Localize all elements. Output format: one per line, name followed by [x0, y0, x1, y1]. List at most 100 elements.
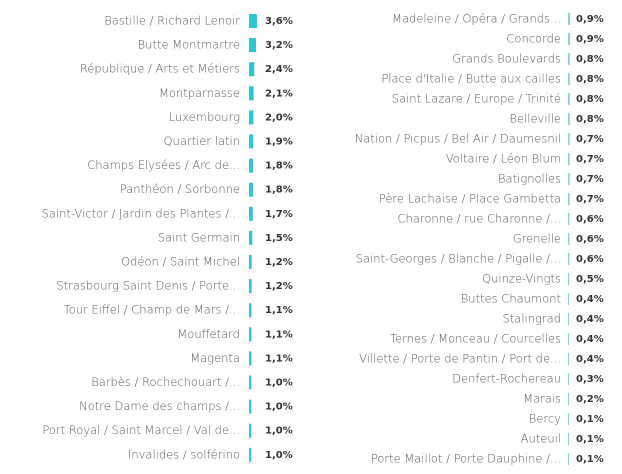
- category-label: Bastille / Richard Lenoir: [104, 14, 240, 28]
- bar: [249, 327, 252, 342]
- category-label: Mouffetard: [177, 327, 240, 341]
- value-label: 1,7%: [265, 209, 293, 220]
- value-label: 1,5%: [265, 233, 293, 244]
- bar: [249, 423, 252, 438]
- bar: [249, 110, 254, 125]
- value-label: 0,4%: [576, 334, 604, 345]
- value-label: 0,2%: [576, 394, 604, 405]
- category-label: Stalingrad: [502, 312, 561, 326]
- category-label: Montparnasse: [159, 86, 240, 100]
- value-label: 3,6%: [265, 16, 293, 27]
- bar: [568, 113, 570, 125]
- value-label: 0,1%: [576, 434, 604, 445]
- bar: [568, 73, 570, 85]
- category-label: Port Royal / Saint Marcel / Val de...: [42, 423, 240, 437]
- value-label: 0,8%: [576, 114, 604, 125]
- value-label: 0,5%: [576, 274, 604, 285]
- value-label: 2,0%: [265, 112, 293, 123]
- bar: [249, 375, 252, 390]
- bar: [568, 333, 569, 345]
- value-label: 0,6%: [576, 254, 604, 265]
- value-label: 0,8%: [576, 54, 604, 65]
- value-label: 0,8%: [576, 74, 604, 85]
- bar: [568, 153, 570, 165]
- category-label: Grands Boulevards: [452, 52, 561, 66]
- value-label: 0,7%: [576, 174, 604, 185]
- category-label: Champs Elysées / Arc de...: [87, 158, 240, 172]
- category-label: Auteuil: [521, 432, 561, 446]
- category-label: Grenelle: [513, 232, 561, 246]
- bar: [568, 13, 570, 25]
- value-label: 1,1%: [265, 353, 293, 364]
- category-label: Bercy: [529, 412, 561, 426]
- value-label: 1,9%: [265, 137, 293, 148]
- bar: [249, 14, 257, 28]
- bar: [568, 93, 570, 105]
- value-label: 0,9%: [576, 14, 604, 25]
- bar: [568, 413, 569, 425]
- category-label: Quinze-Vingts: [482, 272, 561, 286]
- category-label: Voltaire / Léon Blum: [446, 152, 561, 166]
- value-label: 1,0%: [265, 402, 293, 413]
- category-label: Batignolles: [498, 172, 561, 186]
- bar: [249, 182, 253, 197]
- category-label: Saint-Georges / Blanche / Pigalle /...: [356, 252, 561, 266]
- bar: [249, 134, 254, 149]
- bar: [249, 399, 252, 414]
- bar: [249, 303, 252, 318]
- category-label: Butte Montmartre: [138, 38, 240, 52]
- value-label: 1,0%: [265, 378, 293, 389]
- category-label: Porte Maillot / Porte Dauphine /...: [371, 452, 561, 466]
- bar: [568, 133, 570, 145]
- category-label: Barbès / Rochechouart /...: [91, 375, 240, 389]
- bar: [568, 453, 569, 465]
- value-label: 1,0%: [265, 450, 293, 461]
- bar: [568, 373, 569, 385]
- value-label: 0,4%: [576, 314, 604, 325]
- bar: [249, 62, 255, 77]
- category-label: République / Arts et Métiers: [80, 62, 240, 76]
- value-label: 0,4%: [576, 294, 604, 305]
- category-label: Denfert-Rochereau: [452, 372, 561, 386]
- value-label: 1,1%: [265, 329, 293, 340]
- bar: [568, 273, 570, 285]
- value-label: 3,2%: [265, 40, 293, 51]
- category-label: Marais: [523, 392, 561, 406]
- bar: [568, 353, 569, 365]
- bar: [568, 193, 570, 205]
- value-label: 0,6%: [576, 214, 604, 225]
- category-label: Luxembourg: [169, 110, 240, 124]
- value-label: 0,4%: [576, 354, 604, 365]
- category-label: Concorde: [506, 32, 561, 46]
- value-label: 0,7%: [576, 154, 604, 165]
- bar: [249, 86, 254, 101]
- category-label: Quartier latin: [163, 134, 240, 148]
- bar: [568, 393, 569, 405]
- bar: [568, 293, 569, 305]
- value-label: 0,3%: [576, 374, 604, 385]
- category-label: Place d'Italie / Butte aux cailles: [381, 72, 561, 86]
- value-label: 1,2%: [265, 281, 293, 292]
- bar: [568, 33, 570, 45]
- value-label: 1,1%: [265, 305, 293, 316]
- category-label: Buttes Chaumont: [461, 292, 561, 306]
- category-label: Charonne / rue Charonne /...: [398, 212, 562, 226]
- bar: [568, 213, 570, 225]
- category-label: Madeleine / Opéra / Grands...: [392, 12, 561, 26]
- category-label: Ternes / Monceau / Courcelles: [390, 332, 561, 346]
- value-label: 1,0%: [265, 426, 293, 437]
- bar: [568, 173, 570, 185]
- value-label: 1,2%: [265, 257, 293, 268]
- category-label: Villette / Porte de Pantin / Port de...: [359, 352, 561, 366]
- category-label: Père Lachaise / Place Gambetta: [379, 192, 561, 206]
- bar: [249, 230, 253, 245]
- value-label: 0,9%: [576, 34, 604, 45]
- category-label: Saint Germain: [158, 230, 240, 244]
- value-label: 2,1%: [265, 88, 293, 99]
- category-label: Panthéon / Sorbonne: [120, 182, 240, 196]
- value-label: 1,8%: [265, 185, 293, 196]
- value-label: 0,1%: [576, 454, 604, 465]
- category-label: Tour Eiffel / Champ de Mars /...: [64, 303, 240, 317]
- bar: [568, 313, 569, 325]
